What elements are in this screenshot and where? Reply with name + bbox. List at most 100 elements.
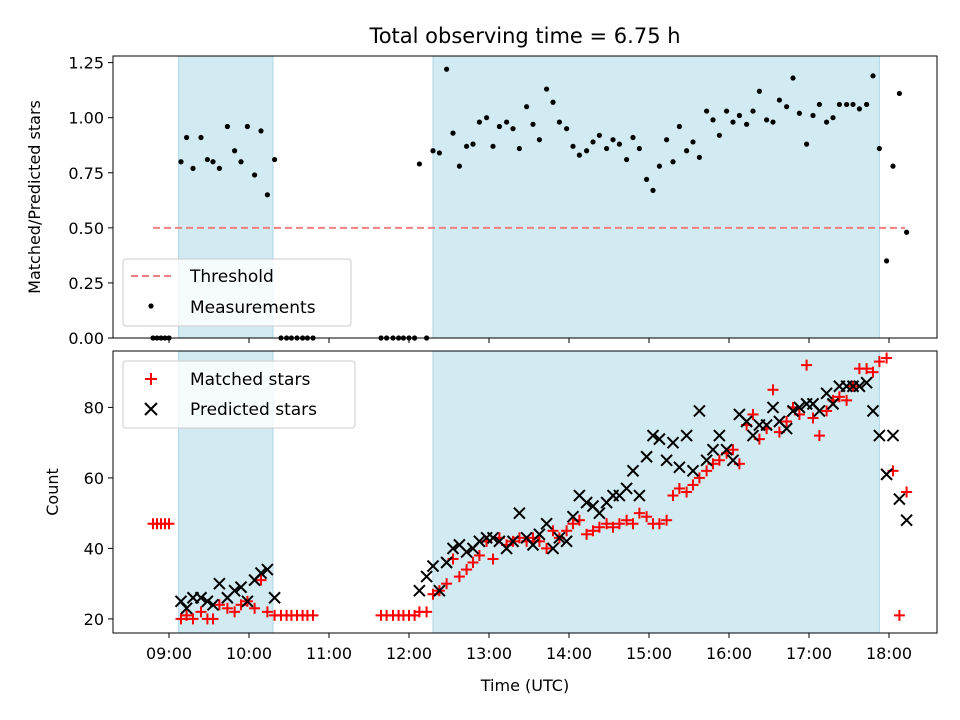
matched-star-point — [841, 394, 853, 406]
measurement-point — [524, 104, 530, 110]
predicted-star-point — [766, 401, 780, 414]
measurement-point — [430, 148, 436, 154]
measurement-point — [696, 154, 703, 160]
measurement-point — [444, 66, 450, 72]
matched-star-point — [801, 359, 813, 371]
matched-star-point — [207, 613, 219, 625]
y-tick-label: 0.25 — [68, 274, 104, 293]
predicted-star-point — [546, 542, 560, 555]
measurement-point — [636, 145, 643, 152]
predicted-star-point — [780, 422, 793, 435]
matched-star-point — [613, 518, 625, 530]
measurement-point — [876, 145, 883, 152]
count-panel: 20 40 60 80 09:00 10:00 11:00 12:00 13:00 14:00 1… — [43, 350, 938, 695]
count-x-ticks: 09:00 10:00 11:00 12:00 13:00 14:00 15:00 16:00… — [146, 633, 912, 663]
measurement-point — [690, 139, 696, 145]
measurement-point — [884, 258, 890, 264]
matched-star-point — [681, 486, 693, 498]
measurement-point — [670, 159, 676, 165]
y-tick-label: 0.75 — [68, 164, 104, 183]
predicted-star-point — [620, 482, 633, 495]
measurement-point — [764, 117, 770, 123]
predicted-star-point — [566, 510, 580, 523]
matched-star-point — [581, 528, 593, 540]
measurement-point — [796, 110, 803, 116]
predicted-star-point — [180, 602, 193, 615]
matched-star-point — [821, 405, 833, 417]
legend-predicted-label: Predicted stars — [190, 400, 317, 420]
measurement-point — [590, 139, 596, 145]
measurement-point — [724, 108, 730, 114]
predicted-star-point — [174, 595, 188, 608]
predicted-star-point — [793, 401, 806, 414]
matched-star-point — [873, 356, 885, 368]
predicted-star-point — [440, 556, 453, 569]
measurement-point — [184, 134, 190, 141]
predicted-star-point — [760, 418, 773, 432]
predicted-star-point — [820, 387, 833, 400]
matched-star-point — [781, 416, 793, 427]
measurement-point — [904, 229, 910, 235]
predicted-star-point — [580, 496, 593, 509]
x-tick-label: 14:00 — [546, 644, 592, 663]
measurement-point — [516, 145, 523, 152]
predicted-star-point — [860, 376, 873, 389]
x-tick-label: 15:00 — [626, 644, 672, 663]
measurement-point — [870, 73, 876, 79]
measurement-point — [864, 101, 870, 108]
predicted-star-point — [713, 429, 726, 442]
measurement-point — [570, 143, 576, 149]
x-tick-label: 10:00 — [226, 644, 272, 663]
predicted-star-point — [740, 415, 753, 428]
matched-star-point — [213, 599, 225, 611]
x-tick-label: 11:00 — [306, 644, 352, 663]
matched-star-point — [667, 490, 679, 502]
matched-star-point — [163, 518, 175, 530]
measurement-point — [470, 141, 476, 147]
matched-star-point — [813, 430, 825, 442]
matched-star-point — [701, 465, 713, 477]
measurement-point — [810, 112, 816, 119]
ratio-legend: Threshold Measurements — [122, 258, 352, 327]
measurement-point — [816, 101, 823, 108]
x-tick-label: 13:00 — [466, 644, 512, 663]
measurement-point — [210, 159, 216, 165]
measurement-point — [476, 119, 482, 125]
count-panel-frame — [112, 350, 938, 634]
predicted-star-point — [261, 563, 274, 576]
matched-star-point — [229, 606, 241, 618]
matched-star-point — [307, 609, 319, 621]
measurement-point — [596, 132, 603, 138]
predicted-star-point — [880, 468, 893, 481]
measurement-point — [896, 90, 903, 97]
predicted-star-point — [533, 528, 546, 541]
matched-star-point — [713, 454, 725, 466]
predicted-star-point — [726, 454, 740, 467]
measurement-point — [198, 134, 204, 141]
predicted-star-point — [866, 404, 880, 418]
y-tick-label: 80 — [84, 398, 104, 417]
predicted-star-point — [460, 545, 473, 559]
count-legend: Matched stars Predicted stars — [122, 360, 356, 429]
matched-star-point — [807, 412, 819, 424]
predicted-star-point — [640, 450, 653, 463]
predicted-star-point — [666, 436, 680, 449]
measurement-point — [890, 163, 896, 169]
measurement-point — [776, 97, 783, 103]
shaded-interval-2 — [432, 55, 880, 339]
legend-measurements-label: Measurements — [190, 298, 316, 318]
predicted-star-point — [194, 591, 208, 604]
matched-star-point — [621, 514, 633, 526]
measurement-point — [604, 145, 610, 152]
measurement-point — [750, 108, 756, 114]
predicted-star-point — [693, 404, 706, 418]
ratio-legend-box — [122, 258, 352, 327]
measurement-point — [238, 159, 244, 165]
measurement-point — [504, 119, 510, 125]
y-tick-label: 0.00 — [68, 329, 104, 348]
matched-star-point — [593, 521, 605, 533]
predicted-star-point — [893, 492, 906, 506]
y-tick-label: 1.00 — [68, 109, 104, 128]
predicted-star-point — [653, 432, 666, 446]
measurement-point — [264, 192, 270, 198]
